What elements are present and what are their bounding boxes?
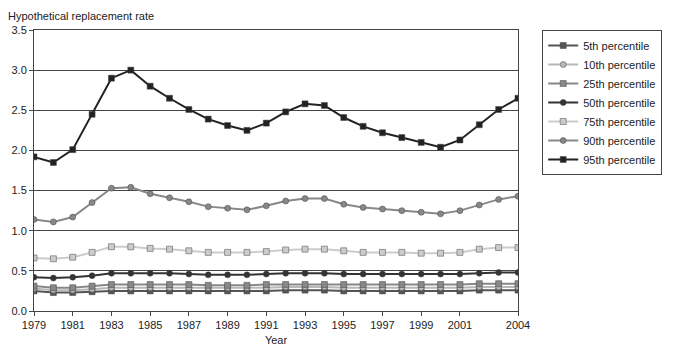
svg-text:5th percentile: 5th percentile: [583, 40, 649, 52]
svg-text:2004: 2004: [506, 319, 530, 331]
svg-text:10th percentile: 10th percentile: [583, 59, 655, 71]
svg-text:1979: 1979: [22, 319, 46, 331]
svg-text:75th percentile: 75th percentile: [583, 116, 655, 128]
svg-text:2.0: 2.0: [12, 144, 27, 156]
svg-text:0.5: 0.5: [12, 265, 27, 277]
svg-text:3.0: 3.0: [12, 64, 27, 76]
svg-text:2001: 2001: [448, 319, 472, 331]
svg-text:1991: 1991: [254, 319, 278, 331]
svg-text:1997: 1997: [370, 319, 394, 331]
svg-text:1985: 1985: [138, 319, 162, 331]
svg-text:1999: 1999: [409, 319, 433, 331]
svg-text:Hypothetical replacement rate: Hypothetical replacement rate: [8, 10, 154, 22]
svg-text:1983: 1983: [99, 319, 123, 331]
svg-text:1.0: 1.0: [12, 225, 27, 237]
svg-text:50th percentile: 50th percentile: [583, 97, 655, 109]
svg-text:1989: 1989: [215, 319, 239, 331]
svg-text:1993: 1993: [293, 319, 317, 331]
svg-text:1.5: 1.5: [12, 184, 27, 196]
svg-text:3.5: 3.5: [12, 24, 27, 36]
svg-text:1981: 1981: [60, 319, 84, 331]
svg-text:2.5: 2.5: [12, 104, 27, 116]
svg-text:25th percentile: 25th percentile: [583, 78, 655, 90]
svg-text:90th percentile: 90th percentile: [583, 135, 655, 147]
svg-text:1987: 1987: [177, 319, 201, 331]
svg-text:Year: Year: [265, 334, 288, 346]
svg-text:0.0: 0.0: [12, 305, 27, 317]
svg-text:95th percentile: 95th percentile: [583, 154, 655, 166]
svg-text:1995: 1995: [332, 319, 356, 331]
